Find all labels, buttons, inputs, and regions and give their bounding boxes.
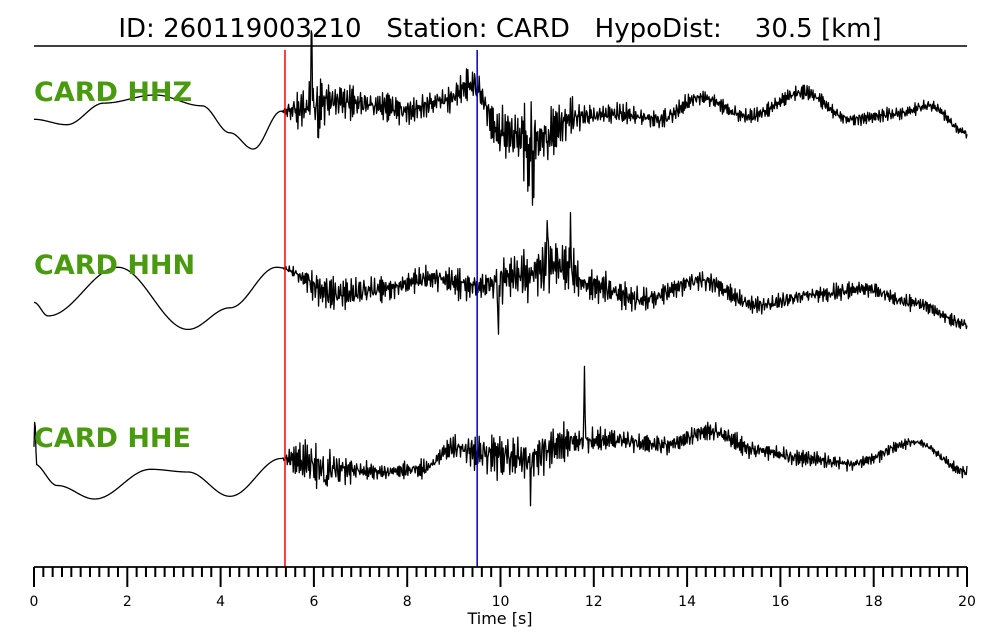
x-tick-label: 2 [123,594,132,610]
trace-card-hhe [33,365,968,507]
x-tick-label: 0 [30,594,39,610]
x-tick-label: 6 [309,594,318,610]
x-tick-label: 12 [585,594,603,610]
time-axis: 0 2 4 6 8 10 12 14 16 18 20 [30,566,976,610]
trace-card-hhn [33,211,968,335]
x-tick-label: 16 [771,594,789,610]
chart-title: ID: 260119003210 Station: CARD HypoDist:… [118,14,881,44]
x-tick-label: 4 [216,594,225,610]
x-tick-label: 10 [492,594,510,610]
trace-label-card-hhn: CARD HHN [34,250,195,281]
x-tick-label: 18 [865,594,883,610]
trace-label-card-hhe: CARD HHE [34,423,191,454]
x-tick-label: 14 [678,594,696,610]
trace-card-hhz [33,30,968,206]
traces-group: CARD HHZ CARD HHN CARD HHE [33,30,968,507]
x-tick-label: 20 [958,594,976,610]
x-tick-label: 8 [403,594,412,610]
x-axis-label: Time [s] [466,609,532,628]
phase-picks-group [284,50,478,567]
trace-label-card-hhz: CARD HHZ [34,77,192,108]
